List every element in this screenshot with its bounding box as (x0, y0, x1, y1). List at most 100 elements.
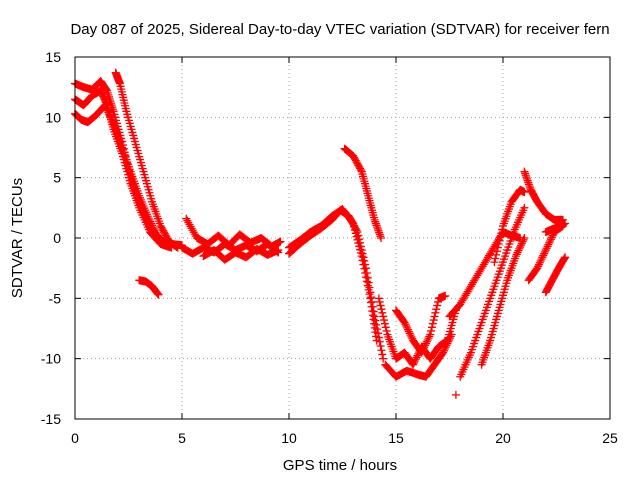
series-arc-e (135, 276, 163, 299)
y-tick-label: 0 (53, 230, 61, 246)
data-point (375, 297, 384, 306)
x-tick-label: 25 (602, 430, 618, 446)
data-point (147, 219, 156, 228)
data-point (358, 256, 367, 265)
data-point (520, 234, 529, 242)
data-point (105, 110, 114, 119)
data-point (446, 332, 455, 341)
data-point (380, 316, 389, 325)
data-point (149, 224, 158, 233)
data-point (534, 262, 543, 271)
x-axis-label: GPS time / hours (283, 457, 397, 474)
data-point (561, 253, 570, 262)
series-arc-c (71, 101, 169, 249)
data-point (432, 305, 441, 314)
data-point (402, 322, 411, 331)
data-point (511, 252, 520, 261)
data-point (440, 345, 449, 354)
data-point (154, 290, 163, 299)
plot-frame (74, 56, 611, 420)
data-point (361, 268, 370, 277)
data-point (400, 318, 409, 327)
data-point (106, 112, 115, 121)
data-point (417, 348, 426, 357)
data-point (431, 308, 440, 317)
data-point (533, 264, 542, 273)
data-point (378, 308, 387, 317)
data-point (516, 241, 525, 250)
series-arc-s (520, 167, 567, 224)
data-point (100, 101, 109, 110)
y-tick-label: -15 (41, 411, 61, 427)
data-point (409, 360, 418, 369)
data-point (535, 258, 544, 267)
data-point (517, 239, 526, 248)
data-point (274, 246, 283, 255)
data-point (404, 327, 413, 336)
data-point (104, 108, 113, 117)
series-arc-p (456, 203, 529, 381)
data-point (447, 330, 456, 339)
data-point (427, 323, 436, 332)
data-point (534, 260, 543, 269)
data-point (490, 258, 499, 267)
data-point (546, 237, 555, 246)
data-point (443, 339, 452, 348)
y-tick-label: 10 (45, 109, 61, 125)
data-point (422, 337, 431, 346)
data-point (540, 247, 549, 256)
data-point (410, 357, 419, 366)
data-point (377, 346, 386, 355)
data-point (515, 244, 524, 253)
x-tick-label: 5 (178, 430, 186, 446)
x-tick-label: 0 (71, 430, 79, 446)
data-point (376, 341, 385, 350)
data-point (518, 237, 527, 246)
data-point (424, 334, 433, 343)
data-point (381, 323, 390, 332)
data-point (445, 335, 454, 344)
data-point (146, 217, 155, 226)
data-point (359, 260, 368, 269)
data-point (427, 326, 436, 335)
data-point (401, 320, 410, 329)
x-tick-labels: 0 5 10 15 20 25 (71, 430, 618, 446)
series-arc-u (541, 253, 570, 297)
series-arc-r (490, 185, 529, 267)
data-point (419, 345, 428, 354)
series-arc-k (340, 144, 386, 242)
data-point (441, 291, 450, 300)
series-arc-v (541, 219, 570, 236)
data-point (536, 256, 545, 265)
data-point (445, 334, 454, 343)
data-point (148, 221, 157, 230)
data-point (513, 248, 522, 257)
data-point (561, 219, 570, 228)
series-arc-q (477, 234, 529, 369)
data-point (102, 104, 111, 113)
data-point (444, 337, 453, 346)
data-point (377, 234, 386, 242)
data-point (413, 351, 422, 360)
data-point (106, 113, 115, 122)
chart-title: Day 087 of 2025, Sidereal Day-to-day VTE… (70, 21, 609, 38)
data-point (498, 225, 507, 234)
data-point (377, 305, 386, 314)
data-point (423, 335, 432, 344)
data-point (425, 332, 434, 341)
y-tick-labels: -15 -10 -5 0 5 10 15 (41, 49, 61, 427)
data-point (107, 115, 116, 124)
data-point (491, 254, 500, 263)
data-point (543, 242, 552, 251)
series-arc-h (199, 244, 283, 264)
data-point (160, 239, 169, 248)
data-point (409, 358, 418, 367)
data-point (430, 312, 439, 321)
series-arc-o (445, 227, 525, 321)
data-point (537, 255, 546, 264)
x-tick-label: 10 (281, 430, 297, 446)
data-point (538, 253, 547, 262)
data-point (545, 238, 554, 247)
data-point (519, 235, 528, 244)
